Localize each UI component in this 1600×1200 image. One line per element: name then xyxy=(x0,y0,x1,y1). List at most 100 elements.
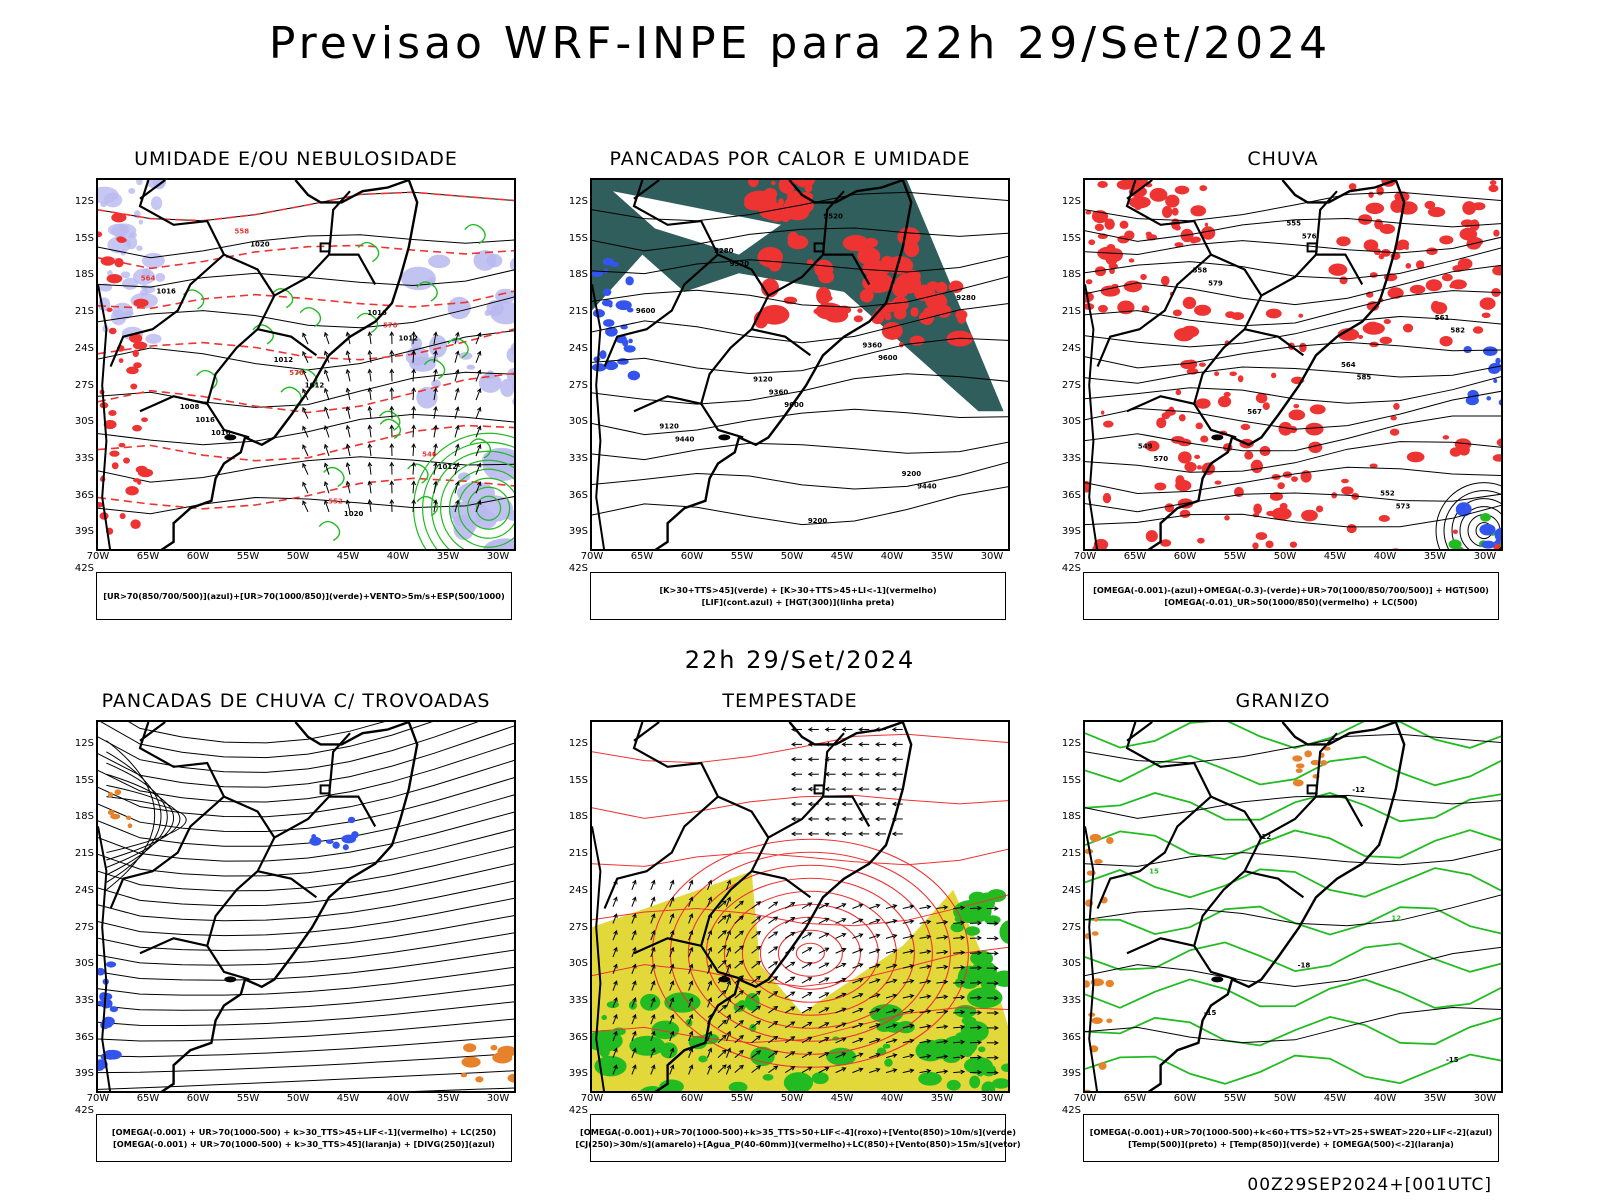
longitude-tick: 30W xyxy=(1473,551,1497,562)
longitude-tick: 40W xyxy=(1373,551,1397,562)
map-panel-5: TEMPESTADE 12S 15S 18S 21S 24S 27S 30S 33S 36S 39S… xyxy=(568,690,1021,1162)
map-plot xyxy=(590,720,1010,1093)
map-graphic: 585 582 579 576 573 570 567 564 561 558 555 552 549 xyxy=(1085,180,1501,549)
legend-line: [Temp(500)](preto) + [Temp(850)](verde) … xyxy=(1128,1139,1454,1149)
contour-label: 15 xyxy=(1149,867,1159,875)
longitude-tick: 55W xyxy=(1223,551,1247,562)
latitude-tick: 36S xyxy=(74,1031,94,1043)
contour-label: 9360 xyxy=(769,388,789,396)
latitude-tick: 33S xyxy=(74,452,94,464)
latitude-tick: 27S xyxy=(1061,379,1081,391)
latitude-tick: 27S xyxy=(1061,921,1081,933)
contour-label: 1016 xyxy=(367,309,387,317)
longitude-tick: 45W xyxy=(1323,551,1347,562)
latitude-tick: 15S xyxy=(568,774,588,786)
contour-label: 1012 xyxy=(274,356,294,364)
latitude-tick: 24S xyxy=(568,342,588,354)
contour-label: 546 xyxy=(422,450,437,458)
map-graphic: -12 -12 -15 -15 -18 12 15 xyxy=(1085,722,1501,1091)
longitude-tick: 60W xyxy=(1173,1093,1197,1104)
longitude-tick: 35W xyxy=(436,551,460,562)
longitude-tick: 70W xyxy=(580,551,604,562)
latitude-tick: 18S xyxy=(1061,811,1081,823)
latitude-tick: 30S xyxy=(74,416,94,428)
latitude-axis: 12S 15S 18S 21S 24S 27S 30S 33S 36S 39S 42S xyxy=(1053,720,1081,1116)
panel-legend: [UR>70(850/700/500)](azul)+[UR>70(1000/8… xyxy=(96,572,512,620)
latitude-tick: 21S xyxy=(74,306,94,318)
longitude-tick: 70W xyxy=(86,1093,110,1104)
latitude-tick: 42S xyxy=(74,1105,94,1116)
contour-label: 567 xyxy=(1247,408,1262,416)
longitude-tick: 60W xyxy=(680,1093,704,1104)
longitude-tick: 65W xyxy=(136,551,160,562)
longitude-tick: 30W xyxy=(486,551,510,562)
latitude-tick: 36S xyxy=(568,489,588,501)
legend-line: [OMEGA(-0.001)+UR>70(1000-500)+k<60+TTS>… xyxy=(1089,1127,1493,1137)
longitude-tick: 50W xyxy=(1273,1093,1297,1104)
longitude-tick: 35W xyxy=(930,1093,954,1104)
legend-line: [CJ(250)>30m/s](amarelo)+[Agua_P(40-60mm… xyxy=(575,1139,1021,1149)
contour-label: -12 xyxy=(1352,786,1365,794)
contour-label: 555 xyxy=(1286,220,1301,228)
longitude-tick: 45W xyxy=(1323,1093,1347,1104)
contour-label: 9520 xyxy=(730,260,750,268)
contour-label: 1020 xyxy=(250,240,270,248)
latitude-tick: 30S xyxy=(1061,958,1081,970)
latitude-tick: 21S xyxy=(568,848,588,860)
latitude-tick: 42S xyxy=(1061,563,1081,574)
longitude-tick: 40W xyxy=(880,551,904,562)
forecast-run-code: 00Z29SEP2024+[001UTC] xyxy=(1247,1175,1492,1195)
latitude-tick: 30S xyxy=(568,958,588,970)
contour-label: 9200 xyxy=(808,517,828,525)
longitude-tick: 45W xyxy=(336,1093,360,1104)
legend-line: [OMEGA(-0.001) + UR>70(1000-500) + k>30_… xyxy=(113,1139,495,1149)
map-plot: 1016 1012 1012 1016 1020 1020 1012 1016 576 570 56… xyxy=(96,178,516,551)
panel-legend: [OMEGA(-0.001) + UR>70(1000-500) + k>30_… xyxy=(96,1114,512,1162)
contour-label: 573 xyxy=(1396,502,1411,510)
longitude-tick: 30W xyxy=(980,1093,1004,1104)
contour-label: 12 xyxy=(1391,915,1401,923)
contour-label: 9520 xyxy=(823,213,843,221)
map-panel-3: CHUVA 12S 15S 18S 21S 24S 27S 30S 33S 36S 39S 42S 58… xyxy=(1061,148,1503,620)
longitude-tick: 65W xyxy=(1123,1093,1147,1104)
map-plot: 9600 9600 9600 9520 9520 9440 9440 9360 9360 9280… xyxy=(590,178,1010,551)
contour-label: 1012 xyxy=(438,463,458,471)
panel-title: GRANIZO xyxy=(1235,690,1331,712)
longitude-tick: 45W xyxy=(830,551,854,562)
latitude-tick: 12S xyxy=(568,196,588,207)
map-graphic: 1016 1012 1012 1016 1020 1020 1012 1016 576 570 56… xyxy=(98,180,514,549)
latitude-tick: 15S xyxy=(568,232,588,244)
longitude-tick: 60W xyxy=(186,551,210,562)
latitude-axis: 12S 15S 18S 21S 24S 27S 30S 33S 36S 39S 42S xyxy=(66,720,94,1116)
longitude-tick: 65W xyxy=(1123,551,1147,562)
contour-label: 1020 xyxy=(344,510,364,518)
legend-line: [LIF](cont.azul) + [HGT(300)](linha pret… xyxy=(701,597,895,607)
longitude-tick: 30W xyxy=(1473,1093,1497,1104)
latitude-tick: 12S xyxy=(1061,738,1081,749)
contour-label: 9440 xyxy=(917,483,937,491)
contour-label: 564 xyxy=(1341,361,1356,369)
panel-title: PANCADAS DE CHUVA C/ TROVOADAS xyxy=(101,690,491,712)
latitude-tick: 12S xyxy=(74,196,94,207)
panel-title: TEMPESTADE xyxy=(722,690,858,712)
longitude-axis: 70W 65W 60W 55W 50W 45W 40W 35W 30W xyxy=(1074,551,1503,565)
latitude-tick: 42S xyxy=(568,1105,588,1116)
legend-line: [OMEGA(-0.001) + UR>70(1000-500) + k>30_… xyxy=(111,1127,497,1137)
latitude-tick: 33S xyxy=(568,452,588,464)
panel-title: CHUVA xyxy=(1247,148,1319,170)
legend-line: [UR>70(850/700/500)](azul)+[UR>70(1000/8… xyxy=(103,591,505,601)
latitude-tick: 21S xyxy=(1061,306,1081,318)
longitude-axis: 70W 65W 60W 55W 50W 45W 40W 35W 30W xyxy=(581,551,1010,565)
legend-line: [OMEGA(-0.01)_UR>50(1000/850)(vermelho) … xyxy=(1164,597,1418,607)
contour-label: 1016 xyxy=(211,429,231,437)
latitude-tick: 18S xyxy=(74,811,94,823)
latitude-tick: 33S xyxy=(568,994,588,1006)
longitude-axis: 70W 65W 60W 55W 50W 45W 40W 35W 30W xyxy=(581,1093,1010,1107)
map-plot xyxy=(96,720,516,1093)
contour-label: 570 xyxy=(383,322,398,330)
latitude-tick: 12S xyxy=(1061,196,1081,207)
latitude-tick: 18S xyxy=(568,811,588,823)
longitude-tick: 50W xyxy=(286,551,310,562)
latitude-tick: 27S xyxy=(74,921,94,933)
contour-label: 9600 xyxy=(878,354,898,362)
